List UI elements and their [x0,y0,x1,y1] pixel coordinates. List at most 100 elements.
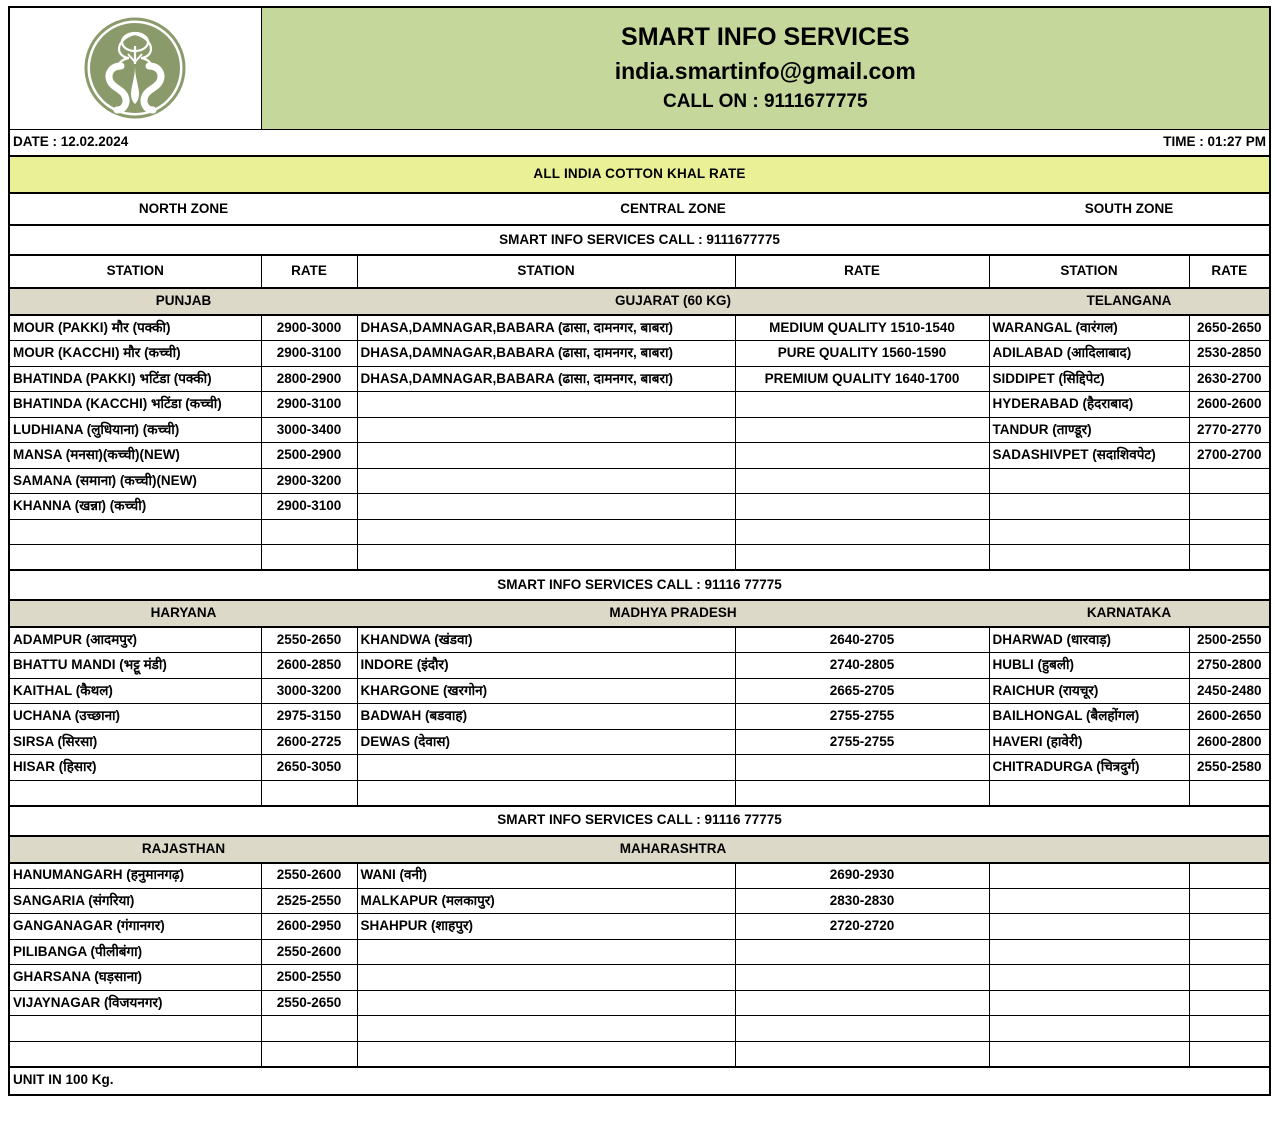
cell-central-station [356,964,736,991]
cell-south-rate [1188,887,1272,914]
zone-north: NORTH ZONE [8,192,357,226]
table-row: BHATINDA (KACCHI) भटिंडा (कच्ची) 2900-310… [8,391,1272,418]
cell-south-station [988,1015,1190,1042]
cell-south-rate: 2600-2600 [1188,391,1272,418]
cell-central-station: KHANDWA (खंडवा) [356,626,736,653]
cell-north-rate: 2600-2850 [260,652,358,679]
table-row: PILIBANGA (पीलीबंगा) 2550-2600 [8,938,1272,965]
cell-central-rate [734,1015,990,1042]
cell-central-station [356,467,736,494]
cell-north-station: LUDHIANA (लुधियाना) (कच्ची) [8,416,262,443]
cell-central-rate: 2755-2755 [734,703,990,730]
cell-south-station [988,887,1190,914]
cell-south-station: HAVERI (हावेरी) [988,728,1190,755]
cell-central-rate [734,754,990,781]
block3-rows: HANUMANGARH (हनुमानगढ़) 2550-2600 WANI (वन… [8,862,1272,1068]
cell-north-rate: 2550-2600 [260,862,358,889]
table-row: SANGARIA (संगरिया) 2525-2550 MALKAPUR (मलक… [8,887,1272,914]
cell-central-rate [734,938,990,965]
cell-south-rate [1188,544,1272,571]
cell-north-rate: 2900-3000 [260,314,358,341]
cell-central-station [356,779,736,807]
table-row: BHATTU MANDI (भट्टू मंडी) 2600-2850 INDORE… [8,652,1272,679]
table-row [8,1040,1272,1068]
cell-central-station: DHASA,DAMNAGAR,BABARA (ढासा, दामनगर, बाब… [356,314,736,341]
company-phone: CALL ON : 9111677775 [662,91,868,113]
cell-north-station: SIRSA (सिरसा) [8,728,262,755]
table-row [8,518,1272,545]
table-row [8,779,1272,807]
table-row: KAITHAL (कैथल) 3000-3200 KHARGONE (खरगोन) 2… [8,677,1272,704]
cell-north-station: SAMANA (समाना) (कच्ची)(NEW) [8,467,262,494]
cell-south-rate [1188,989,1272,1016]
cell-north-station: KHANNA (खन्ना) (कच्ची) [8,493,262,520]
cell-south-rate [1188,518,1272,545]
cell-north-station: ADAMPUR (आदमपुर) [8,626,262,653]
cell-north-rate: 3000-3200 [260,677,358,704]
cell-south-rate: 2650-2650 [1188,314,1272,341]
cell-north-rate: 2600-2950 [260,913,358,940]
state-header-karnataka: KARNATAKA [989,599,1272,628]
time-label: TIME : 01:27 PM [735,128,1272,157]
cell-central-station [356,989,736,1016]
cell-south-station [988,544,1190,571]
banner-smart-info-2: SMART INFO SERVICES CALL : 91116 77775 [7,569,1272,601]
sis-logo [13,16,258,120]
cell-south-station: BAILHONGAL (बैलहोंगल) [988,703,1190,730]
cell-south-rate: 2500-2550 [1188,626,1272,653]
cell-central-rate: 2665-2705 [734,677,990,704]
logo-cell [8,6,262,130]
cell-central-station [356,544,736,571]
cell-central-rate: 2740-2805 [734,652,990,679]
cell-north-station: HISAR (हिसार) [8,754,262,781]
cell-south-rate: 2530-2850 [1188,340,1272,367]
cell-north-rate: 2525-2550 [260,887,358,914]
cell-north-rate: 2900-3100 [260,340,358,367]
table-row [8,1015,1272,1042]
cell-north-station [8,1015,262,1042]
cell-north-rate: 2600-2725 [260,728,358,755]
block1-rows: MOUR (PAKKI) मौर (पक्की) 2900-3000 DHASA,D… [8,314,1272,571]
cell-central-rate [734,442,990,469]
cell-central-rate: 2830-2830 [734,887,990,914]
cell-north-station: BHATTU MANDI (भट्टू मंडी) [8,652,262,679]
state-header-telangana: TELANGANA [989,287,1272,316]
cell-south-rate [1188,779,1272,807]
cell-central-station: KHARGONE (खरगोन) [356,677,736,704]
table-row: BHATINDA (PAKKI) भटिंडा (पक्की) 2800-2900… [8,365,1272,392]
cell-south-station: HUBLI (हुबली) [988,652,1190,679]
cell-central-rate [734,391,990,418]
cell-south-rate [1188,964,1272,991]
cell-north-station [8,518,262,545]
state-header-gujarat: GUJARAT (60 KG) [357,287,989,316]
cell-south-rate: 2630-2700 [1188,365,1272,392]
table-row: UCHANA (उच्छाना) 2975-3150 BADWAH (बडवाह) 2… [8,703,1272,730]
cell-central-rate: PREMIUM QUALITY 1640-1700 [734,365,990,392]
date-label: DATE : 12.02.2024 [8,128,735,157]
cell-south-station [988,913,1190,940]
table-row: GHARSANA (घड़साना) 2500-2550 [8,964,1272,991]
banner-smart-info-3: SMART INFO SERVICES CALL : 91116 77775 [7,804,1272,837]
cell-central-rate [734,989,990,1016]
cell-north-station: BHATINDA (PAKKI) भटिंडा (पक्की) [8,365,262,392]
cell-south-station [988,493,1190,520]
cell-central-rate [734,779,990,807]
cell-central-station [356,938,736,965]
table-row [8,544,1272,571]
cell-south-station: CHITRADURGA (चित्रदुर्ग) [988,754,1190,781]
table-row: MOUR (PAKKI) मौर (पक्की) 2900-3000 DHASA,D… [8,314,1272,341]
cell-south-station [988,989,1190,1016]
cell-north-rate: 2550-2650 [260,989,358,1016]
cell-south-rate: 2600-2650 [1188,703,1272,730]
cell-north-station: GANGANAGAR (गंगानगर) [8,913,262,940]
cell-north-rate: 2900-3100 [260,493,358,520]
cell-north-rate: 2800-2900 [260,365,358,392]
table-row: GANGANAGAR (गंगानगर) 2600-2950 SHAHPUR (शा… [8,913,1272,940]
table-row: KHANNA (खन्ना) (कच्ची) 2900-3100 [8,493,1272,520]
state-header-haryana: HARYANA [8,599,357,628]
cell-north-station: VIJAYNAGAR (विजयनगर) [8,989,262,1016]
cell-north-station: GHARSANA (घड़साना) [8,964,262,991]
cell-south-station: DHARWAD (धारवाड़) [988,626,1190,653]
cell-central-station [356,442,736,469]
